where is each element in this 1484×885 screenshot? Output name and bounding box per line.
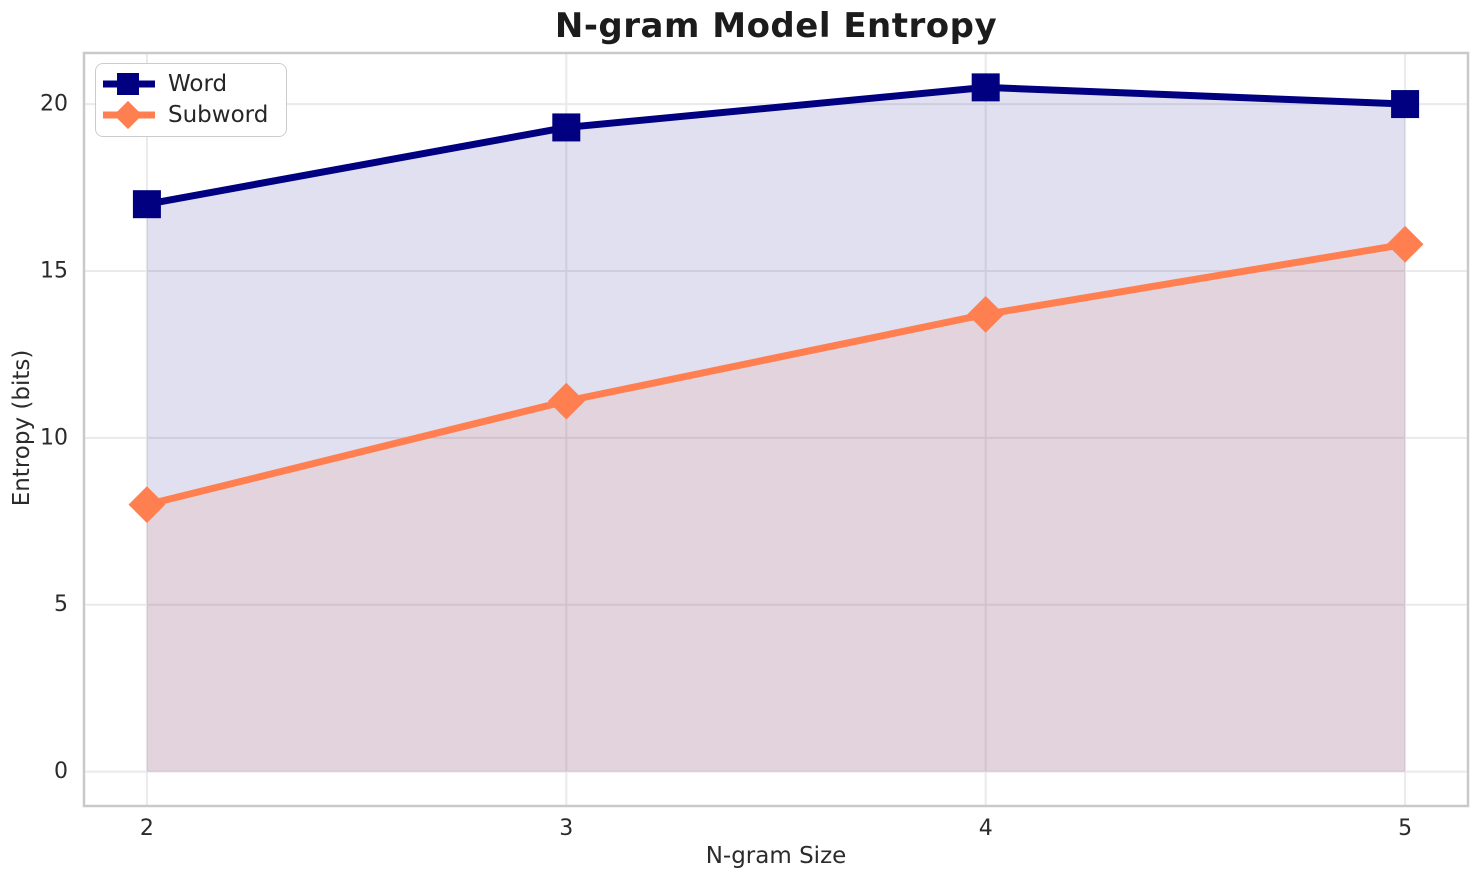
legend-label: Word	[168, 70, 228, 97]
marker-subword-5	[1386, 225, 1424, 263]
diamond-marker-icon	[103, 100, 155, 129]
legend-marker	[113, 100, 143, 129]
chart-title: N-gram Model Entropy	[554, 6, 998, 46]
ytick-label-15: 15	[40, 258, 68, 283]
xtick-label-5: 5	[1398, 816, 1412, 841]
marker-word-4	[971, 73, 1000, 102]
xtick-label-4: 4	[979, 816, 993, 841]
ytick-label-0: 0	[54, 759, 68, 784]
xtick-label-2: 2	[140, 816, 154, 841]
ytick-label-5: 5	[54, 592, 68, 617]
marker-subword-3	[547, 382, 585, 420]
y-axis-label: Entropy (bits)	[9, 349, 35, 507]
legend-label: Subword	[168, 101, 269, 128]
x-axis-label: N-gram Size	[705, 843, 847, 869]
line-word	[146, 83, 1406, 208]
line-subword	[146, 240, 1406, 508]
marker-subword-2	[128, 486, 166, 523]
area-fill-subword	[146, 244, 1406, 772]
legend: Word Subword	[95, 63, 288, 137]
area-fill-word	[146, 87, 1406, 772]
legend-item-subword: Subword	[100, 99, 268, 130]
xtick-label-3: 3	[559, 816, 573, 841]
ytick-label-20: 20	[40, 92, 68, 117]
marker-word-5	[1391, 90, 1420, 119]
marker-word-2	[132, 190, 161, 219]
marker-subword-4	[967, 295, 1005, 333]
square-marker-icon	[103, 72, 155, 95]
plot-border	[82, 51, 1470, 808]
ytick-label-10: 10	[40, 425, 68, 450]
legend-marker	[117, 72, 139, 95]
marker-word-3	[552, 113, 581, 142]
legend-item-word: Word	[100, 68, 268, 99]
